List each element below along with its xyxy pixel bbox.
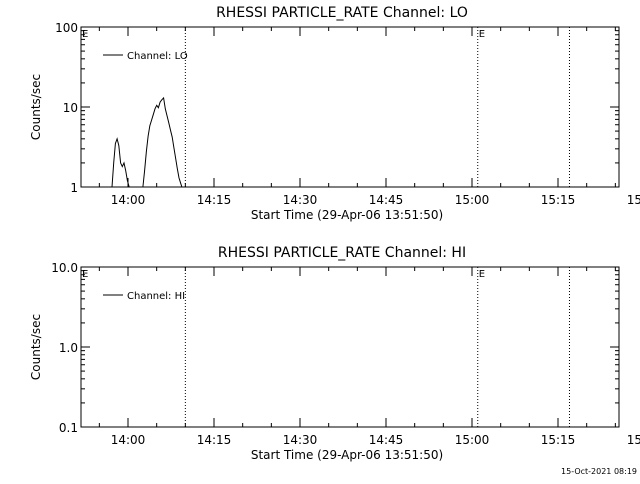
y-tick-label: 10.0	[51, 261, 78, 275]
left-marker-label: E	[82, 269, 88, 280]
event-label: E	[479, 29, 485, 40]
y-tick-label: 1.0	[59, 341, 78, 355]
x-axis-label: Start Time (29-Apr-06 13:51:50)	[251, 448, 443, 462]
chart-title: RHESSI PARTICLE_RATE Channel: LO	[216, 5, 468, 21]
legend-label: Channel: LO	[127, 51, 188, 62]
x-tick-label: 14:30	[283, 193, 318, 207]
series-line	[111, 137, 131, 188]
y-axis-label: Counts/sec	[29, 74, 43, 140]
x-tick-label: 14:00	[111, 193, 146, 207]
chart-title: RHESSI PARTICLE_RATE Channel: HI	[218, 245, 466, 261]
x-tick-label: 14:30	[283, 433, 318, 447]
x-tick-label: 14:45	[369, 433, 404, 447]
x-tick-label: 14:00	[111, 433, 146, 447]
x-tick-label: 14:45	[369, 193, 404, 207]
left-marker-label: E	[82, 29, 88, 40]
y-tick-label: 1	[70, 181, 78, 195]
x-tick-label: 15:30	[627, 193, 640, 207]
y-axis-label: Counts/sec	[29, 314, 43, 380]
x-tick-label: 15:15	[541, 193, 576, 207]
legend-label: Channel: HI	[127, 291, 185, 302]
panel-hi: RHESSI PARTICLE_RATE Channel: HI 0.1 1.0 10…	[29, 245, 640, 462]
y-tick-label: 10	[63, 101, 78, 115]
x-tick-label: 15:00	[455, 433, 490, 447]
x-tick-label: 15:00	[455, 193, 490, 207]
event-label: E	[479, 269, 485, 280]
x-axis-label: Start Time (29-Apr-06 13:51:50)	[251, 208, 443, 222]
y-tick-label: 100	[55, 21, 78, 35]
series-line	[142, 96, 183, 188]
x-tick-label: 14:15	[197, 433, 232, 447]
y-tick-label: 0.1	[59, 421, 78, 435]
x-tick-label: 15:15	[541, 433, 576, 447]
x-tick-label: 14:15	[197, 193, 232, 207]
panel-lo: RHESSI PARTICLE_RATE Channel: LO 1 10 100 Co…	[29, 5, 640, 222]
footer-timestamp: 15-Oct-2021 08:19	[561, 467, 637, 476]
x-tick-label: 15:30	[627, 433, 640, 447]
